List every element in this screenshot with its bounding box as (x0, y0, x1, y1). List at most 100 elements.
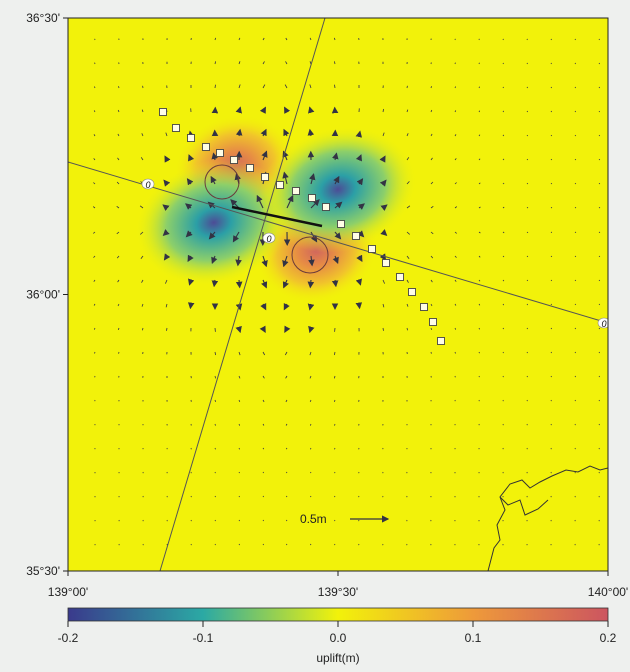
displacement-vector (526, 206, 529, 209)
displacement-vector (382, 279, 385, 284)
displacement-vector (141, 109, 144, 113)
displacement-vector (260, 303, 267, 311)
displacement-vector (285, 399, 288, 403)
displacement-vector (310, 199, 320, 209)
displacement-vector (185, 203, 193, 210)
displacement-vector (141, 133, 144, 137)
svg-text:0: 0 (266, 234, 271, 244)
displacement-vector (238, 447, 240, 450)
svg-text:0: 0 (601, 319, 606, 329)
coastline (487, 465, 608, 571)
displacement-vector (140, 255, 144, 259)
gps-station (308, 194, 316, 202)
displacement-vector (406, 231, 410, 235)
displacement-vector (141, 279, 144, 283)
displacement-vector (406, 157, 410, 161)
displacement-vector (526, 134, 529, 137)
colorbar-tick-label: 0.2 (600, 631, 617, 645)
displacement-vector (285, 375, 288, 379)
displacement-vector (117, 327, 120, 331)
uplift-lobe-negative (134, 159, 293, 286)
displacement-vector (262, 519, 264, 522)
displacement-vector (282, 279, 289, 289)
displacement-vector (550, 351, 552, 354)
displacement-vector (526, 255, 529, 258)
displacement-vector (430, 255, 434, 259)
displacement-vector (211, 152, 218, 161)
displacement-vector (334, 351, 336, 356)
displacement-vector (162, 204, 170, 211)
displacement-vector (165, 303, 168, 308)
displacement-vector (262, 37, 265, 41)
displacement-vector (598, 351, 600, 354)
displacement-vector (334, 84, 336, 89)
displacement-vector (454, 231, 457, 234)
displacement-vector (93, 231, 96, 234)
displacement-vector (309, 61, 312, 65)
displacement-vector (478, 351, 480, 354)
displacement-vector (285, 423, 288, 426)
displacement-vector (262, 61, 265, 65)
displacement-vector (308, 325, 315, 334)
displacement-vector (262, 543, 264, 546)
displacement-vector (502, 110, 505, 113)
displacement-vector (478, 279, 481, 282)
displacement-vector (355, 278, 362, 286)
displacement-vector (334, 447, 336, 450)
displacement-vector (550, 279, 553, 282)
y-tick-label: 35°30' (26, 564, 60, 578)
displacement-vector (430, 205, 434, 209)
displacement-vector (238, 61, 241, 65)
displacement-vector (598, 182, 601, 185)
displacement-vector (262, 351, 266, 356)
displacement-vector (382, 108, 384, 113)
displacement-vector (286, 495, 288, 498)
displacement-vector (550, 255, 553, 258)
displacement-vector (282, 171, 289, 185)
displacement-vector (188, 154, 195, 162)
displacement-vector (262, 471, 264, 474)
displacement-vector (235, 128, 243, 137)
displacement-vector (356, 178, 364, 186)
displacement-vector (454, 351, 456, 354)
displacement-vector (164, 155, 171, 163)
displacement-vector (139, 205, 144, 209)
displacement-vector (232, 231, 240, 243)
displacement-vector (93, 279, 96, 282)
displacement-vector (478, 231, 481, 234)
displacement-vector (526, 279, 529, 282)
displacement-vector (238, 495, 240, 498)
displacement-vector (93, 303, 96, 306)
displacement-vector (550, 158, 553, 161)
displacement-vector (574, 158, 577, 161)
y-tick-label: 36°00' (26, 288, 60, 302)
gps-station (337, 220, 345, 228)
gps-station (429, 318, 437, 326)
displacement-vector (502, 279, 505, 282)
displacement-vector (598, 303, 601, 306)
displacement-vector (454, 86, 456, 89)
displacement-vector (526, 86, 528, 89)
displacement-vector (502, 182, 505, 185)
displacement-vector (284, 351, 288, 356)
displacement-vector (478, 303, 481, 306)
displacement-vector (526, 327, 528, 330)
displacement-vector (235, 279, 243, 289)
y-axis: 36°30' 36°00' 35°30' (26, 11, 68, 578)
displacement-vector (309, 399, 312, 403)
displacement-vector (94, 351, 96, 354)
displacement-vector (238, 543, 240, 546)
displacement-vector (238, 519, 240, 522)
displacement-vector (502, 86, 504, 89)
displacement-vector (382, 132, 385, 137)
displacement-vector (550, 375, 552, 378)
displacement-vector (526, 351, 528, 354)
displacement-vector (502, 62, 504, 65)
displacement-vector (211, 255, 218, 265)
fault-line-ne (159, 18, 326, 571)
displacement-vector (166, 327, 168, 331)
displacement-vector (260, 128, 267, 137)
displacement-vector (380, 229, 388, 237)
displacement-vector (332, 152, 339, 161)
